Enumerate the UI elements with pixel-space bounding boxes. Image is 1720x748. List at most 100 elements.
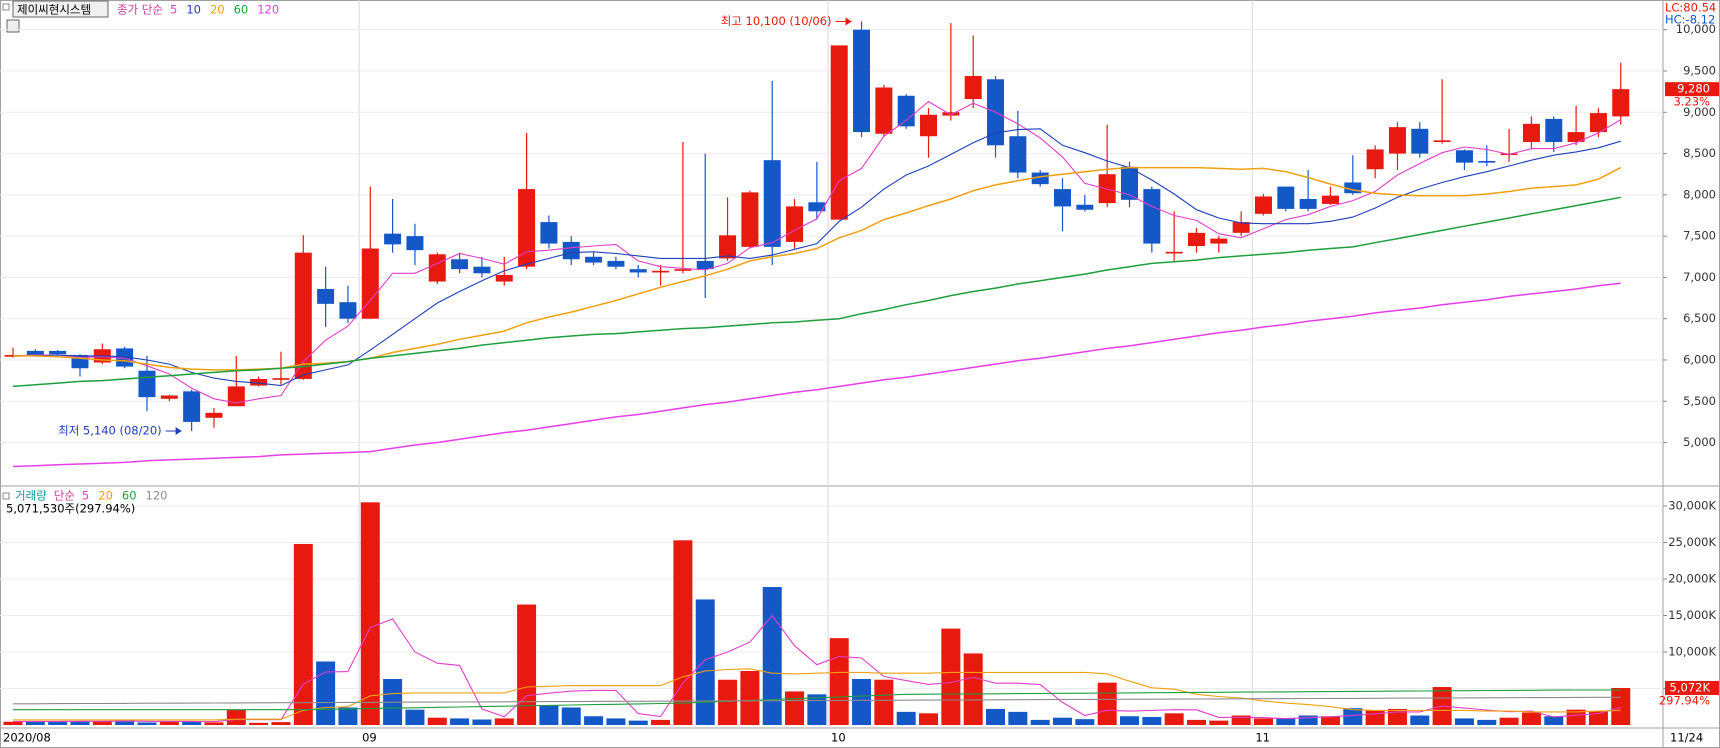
last-change-label: 3.23% (1673, 95, 1710, 109)
candle-body (1031, 172, 1049, 185)
candle-body (696, 260, 714, 270)
volume-bar (1164, 713, 1184, 725)
candle-body (1589, 113, 1607, 133)
y-tick-label: 9,000 (1683, 105, 1716, 119)
candle-body (674, 269, 692, 271)
legend-title: 단순 (54, 489, 75, 503)
y-tick-label: 10,000 (1676, 22, 1716, 36)
y-tick-label: 9,500 (1683, 64, 1716, 78)
y-tick-label: 10,000K (1668, 644, 1716, 658)
candle-body (473, 266, 491, 274)
candle-body (897, 95, 915, 127)
volume-bar (941, 628, 961, 725)
volume-bar (740, 670, 760, 725)
volume-bar (1343, 708, 1363, 725)
last-ratio-label: 297.94% (1659, 693, 1710, 707)
volume-bar (338, 707, 358, 725)
last-price-label: 9,280 (1677, 82, 1710, 96)
legend-entry: 60 (234, 3, 249, 17)
candle-body (1299, 198, 1317, 209)
candle-body (384, 233, 402, 245)
last-price-tag (1665, 82, 1719, 97)
candle-body (830, 45, 848, 220)
volume-bar (1544, 716, 1564, 725)
moving-average-line (13, 128, 1621, 387)
volume-bar (427, 717, 447, 725)
annotation-arrowhead (845, 17, 852, 26)
legend-entry: 120 (146, 489, 168, 503)
candle-body (1478, 161, 1496, 163)
candle-body (1366, 149, 1384, 170)
volume-bar (517, 604, 537, 725)
candle-body (1009, 136, 1027, 173)
volume-bar (963, 653, 983, 725)
volume-bar (695, 599, 715, 725)
volume-bar (360, 502, 380, 725)
candle-body (1210, 238, 1228, 244)
candle-body (741, 192, 759, 247)
legend-entry: 60 (122, 489, 137, 503)
legend-entry: 20 (210, 3, 225, 17)
legend-entry: 10 (186, 3, 201, 17)
volume-bar (874, 679, 894, 725)
legend-entry: 5 (82, 489, 89, 503)
candle-body (518, 189, 536, 267)
volume-bar (1231, 715, 1251, 725)
volume-bar (986, 708, 1006, 725)
volume-bar (1588, 711, 1608, 725)
volume-bar (852, 679, 872, 725)
volume-bar (1053, 717, 1073, 725)
candle-body (964, 75, 982, 100)
candle-body (652, 270, 670, 273)
date-label: 11/24 (1670, 731, 1703, 745)
candle-body (808, 202, 826, 212)
volume-bar (472, 719, 492, 725)
legend-entry: 20 (98, 489, 113, 503)
volume-bar (1075, 719, 1095, 725)
volume-bar (673, 540, 693, 725)
candle-body (1165, 251, 1183, 254)
volume-bar (1566, 709, 1586, 725)
candle-body (406, 236, 424, 251)
menu-icon[interactable] (2, 3, 10, 11)
candle-body (272, 378, 290, 380)
menu-icon[interactable] (2, 492, 10, 500)
y-tick-label: 7,500 (1683, 229, 1716, 243)
y-tick-label: 8,500 (1683, 146, 1716, 160)
volume-bar (1276, 718, 1296, 725)
title-box[interactable] (12, 0, 109, 18)
candle-body (1433, 140, 1451, 143)
volume-bar (3, 721, 23, 725)
settings-icon[interactable] (6, 19, 20, 33)
volume-bar (807, 694, 827, 725)
last-volume-label: 5,072K (1670, 680, 1711, 694)
y-tick-label: 30,000K (1668, 498, 1716, 512)
volume-bar (561, 707, 581, 725)
volume-bar (829, 638, 849, 725)
volume-bar (293, 543, 313, 725)
volume-bar (584, 716, 604, 725)
volume-bar (1477, 719, 1497, 725)
y-tick-label: 6,500 (1683, 311, 1716, 325)
annotation-arrowhead (175, 426, 182, 435)
volume-bar (1120, 716, 1139, 725)
volume-bar (405, 709, 425, 725)
date-label: 10 (831, 731, 846, 745)
legend-title: 종가 단순 (117, 3, 163, 17)
candle-body (562, 241, 580, 260)
volume-bar (539, 705, 559, 725)
volume-bar (1186, 719, 1206, 725)
volume-bar (1142, 716, 1162, 725)
volume-bar (226, 709, 246, 725)
volume-bar (1097, 682, 1117, 725)
volume-bar (1365, 710, 1385, 725)
volume-bar (896, 711, 916, 725)
candle-body (250, 378, 268, 386)
volume-bar (606, 718, 626, 725)
volume-bar (494, 718, 514, 725)
volume-bar (718, 679, 738, 725)
volume-bar (159, 721, 179, 725)
volume-bar (48, 721, 68, 725)
candle-body (317, 288, 335, 304)
